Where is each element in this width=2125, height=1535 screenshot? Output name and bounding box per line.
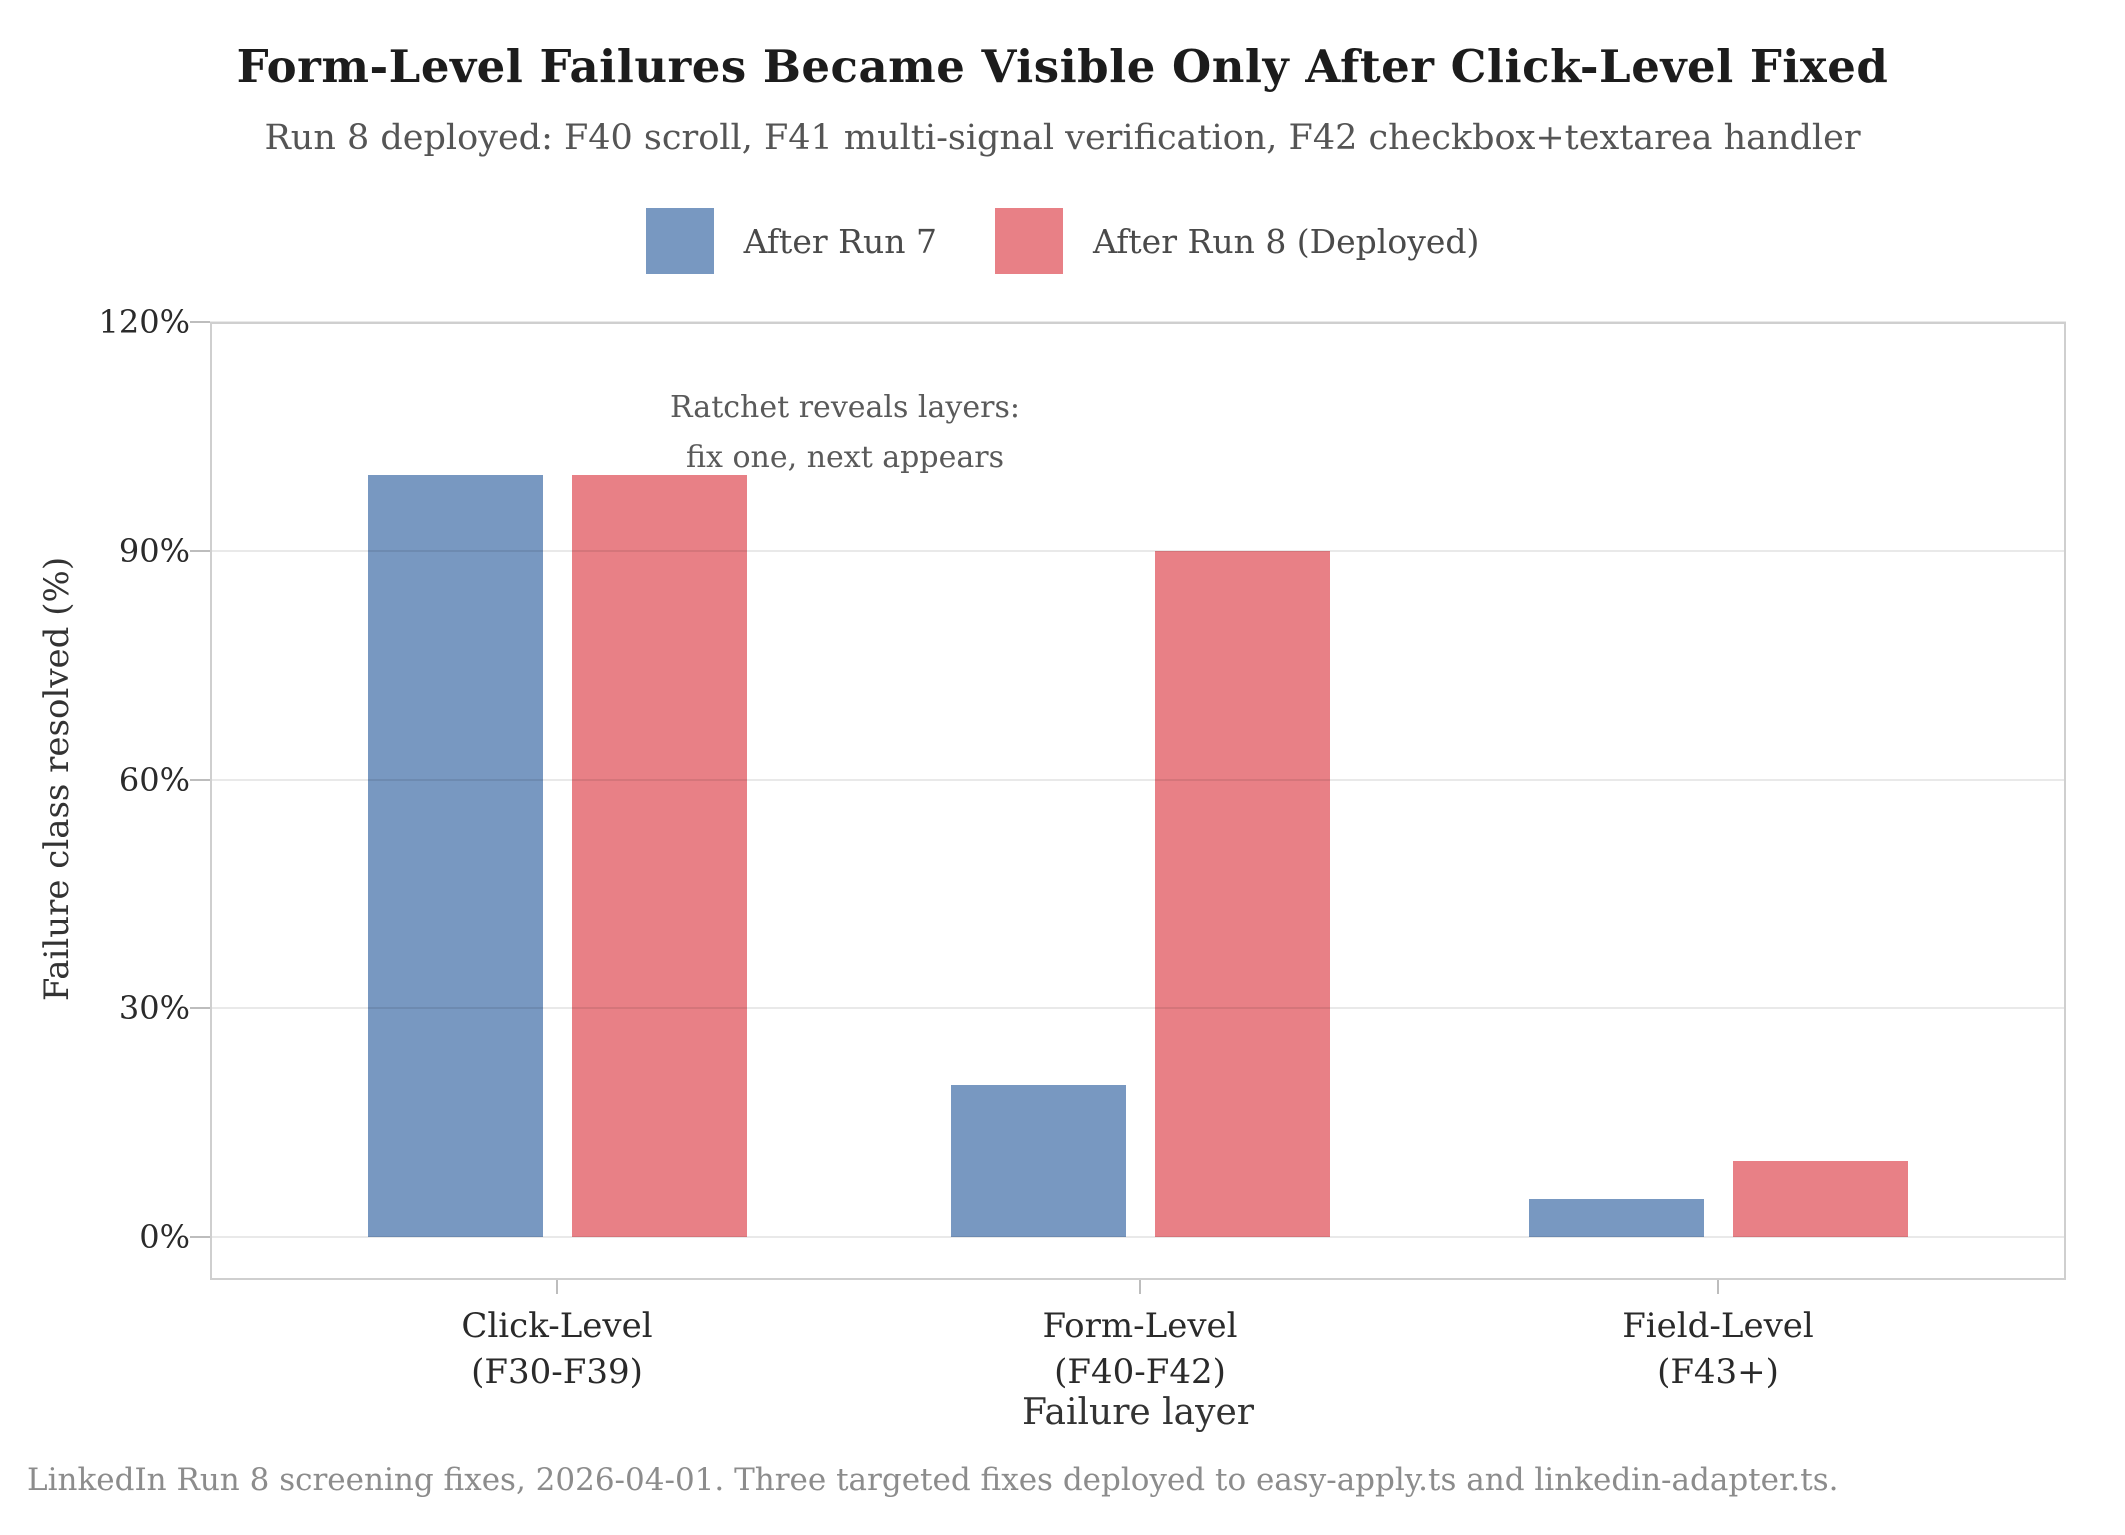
legend: After Run 7 After Run 8 (Deployed) xyxy=(0,208,2125,274)
x-axis-title: Failure layer xyxy=(1022,1392,1254,1433)
x-category-label-click-level: Click-Level (F30-F39) xyxy=(461,1306,653,1392)
y-tick-mark xyxy=(190,549,210,552)
gridline-60% xyxy=(210,778,2066,781)
bar-after-run-8-deployed-click-level xyxy=(571,474,747,1237)
legend-item-after-run-8: After Run 8 (Deployed) xyxy=(994,208,1480,274)
bar-after-run-8-deployed-form-level xyxy=(1154,550,1330,1237)
y-tick-mark xyxy=(190,1236,210,1238)
x-category-label-field-level: Field-Level (F43+) xyxy=(1622,1306,1814,1392)
annotation-line-1: Ratchet reveals layers: xyxy=(670,390,1020,425)
bar-after-run-8-deployed-field-level xyxy=(1732,1160,1908,1237)
y-tick-mark xyxy=(190,1007,210,1010)
y-tick-label-90%: 90% xyxy=(118,531,190,570)
x-category-label-form-level: Form-Level (F40-F42) xyxy=(1042,1306,1238,1392)
gridline-0% xyxy=(210,1236,2066,1238)
chart-subtitle: Run 8 deployed: F40 scroll, F41 multi-si… xyxy=(264,118,1861,158)
legend-label-after-run-7: After Run 7 xyxy=(743,221,937,261)
footer-caption: LinkedIn Run 8 screening fixes, 2026-04-… xyxy=(27,1462,1839,1498)
gridline-90% xyxy=(210,549,2066,552)
plot-area xyxy=(210,321,2066,1280)
bar-after-run-7-field-level xyxy=(1528,1198,1704,1237)
bar-after-run-7-click-level xyxy=(367,474,543,1237)
bar-after-run-7-form-level xyxy=(950,1084,1126,1237)
y-tick-mark xyxy=(190,321,210,323)
annotation-line-2: fix one, next appears xyxy=(686,440,1004,475)
legend-item-after-run-7: After Run 7 xyxy=(645,208,937,274)
gridline-120% xyxy=(210,321,2066,323)
x-tick-mark xyxy=(1139,1280,1141,1294)
x-tick-mark xyxy=(1717,1280,1719,1294)
legend-swatch-after-run-7 xyxy=(645,208,714,274)
y-tick-label-30%: 30% xyxy=(118,989,190,1028)
y-tick-label-60%: 60% xyxy=(118,760,190,799)
chart-title: Form-Level Failures Became Visible Only … xyxy=(236,40,1889,93)
y-tick-mark xyxy=(190,778,210,781)
chart-annotation: Ratchet reveals layers: fix one, next ap… xyxy=(595,383,1095,483)
x-tick-mark xyxy=(556,1280,558,1294)
legend-swatch-after-run-8 xyxy=(994,208,1063,274)
gridline-30% xyxy=(210,1007,2066,1010)
legend-label-after-run-8: After Run 8 (Deployed) xyxy=(1092,221,1480,261)
y-tick-label-0%: 0% xyxy=(139,1218,190,1256)
y-tick-label-120%: 120% xyxy=(98,303,190,341)
